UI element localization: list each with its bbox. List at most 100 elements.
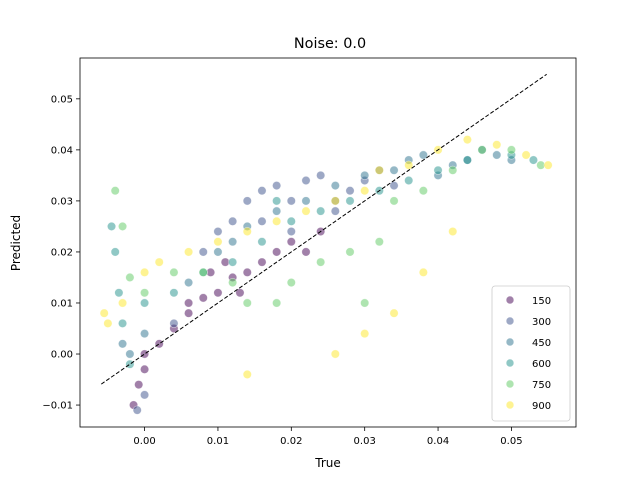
x-tick-label: 0.00 xyxy=(133,436,155,447)
data-point xyxy=(528,155,538,165)
data-point xyxy=(374,237,384,247)
data-point xyxy=(345,247,355,257)
data-point xyxy=(272,216,282,226)
data-point xyxy=(418,186,428,196)
data-point xyxy=(521,150,531,160)
data-point xyxy=(140,298,150,308)
data-point xyxy=(286,216,296,226)
data-point xyxy=(118,318,128,328)
y-tick-label: 0.01 xyxy=(51,298,73,309)
data-point xyxy=(184,247,194,257)
data-point xyxy=(140,390,150,400)
data-point xyxy=(257,237,267,247)
data-point xyxy=(462,135,472,145)
data-point xyxy=(433,165,443,175)
data-point xyxy=(477,145,487,155)
y-tick-label: 0.02 xyxy=(51,247,73,258)
data-point xyxy=(360,329,370,339)
data-point xyxy=(140,267,150,277)
data-point xyxy=(389,196,399,206)
data-point xyxy=(330,196,340,206)
data-point xyxy=(213,227,223,237)
data-point xyxy=(198,267,208,277)
data-point xyxy=(242,267,252,277)
data-point xyxy=(404,175,414,185)
data-point xyxy=(389,181,399,191)
legend-marker xyxy=(505,295,515,305)
data-point xyxy=(169,318,179,328)
y-tick-label: 0.00 xyxy=(51,350,73,361)
data-point xyxy=(103,318,113,328)
data-point xyxy=(374,165,384,175)
data-point xyxy=(140,288,150,298)
data-point xyxy=(448,227,458,237)
data-point xyxy=(272,196,282,206)
data-point xyxy=(118,298,128,308)
data-point xyxy=(301,196,311,206)
reference-line-layer xyxy=(100,73,547,385)
legend-item-150: 150 xyxy=(505,295,551,307)
data-point xyxy=(169,288,179,298)
data-point xyxy=(184,278,194,288)
data-point xyxy=(257,257,267,267)
identity-reference-line xyxy=(100,73,547,385)
data-point xyxy=(125,359,135,369)
data-point xyxy=(543,160,553,170)
data-point xyxy=(257,186,267,196)
plot-area-frame xyxy=(79,57,577,428)
legend-marker xyxy=(505,400,515,410)
legend-item-450: 450 xyxy=(505,337,551,349)
data-point xyxy=(389,308,399,318)
data-point xyxy=(360,170,370,180)
data-point xyxy=(213,237,223,247)
y-tick-label: 0.04 xyxy=(51,145,73,156)
x-tick-label: 0.03 xyxy=(354,436,376,447)
series-450 xyxy=(118,145,516,359)
x-tick-label: 0.01 xyxy=(207,436,229,447)
data-point xyxy=(125,349,135,359)
legend-marker xyxy=(505,337,515,347)
data-point xyxy=(140,364,150,374)
data-point xyxy=(198,293,208,303)
data-point xyxy=(492,140,502,150)
data-point xyxy=(184,298,194,308)
data-point xyxy=(198,247,208,257)
data-point xyxy=(272,181,282,191)
data-point xyxy=(286,227,296,237)
data-point xyxy=(228,278,238,288)
data-point xyxy=(134,380,144,390)
data-point xyxy=(110,186,120,196)
data-point xyxy=(272,247,282,257)
y-tick-label: −0.01 xyxy=(42,401,73,412)
data-point xyxy=(213,288,223,298)
points-layer xyxy=(99,135,553,415)
legend-item-900: 900 xyxy=(505,400,551,412)
data-point xyxy=(125,272,135,282)
data-point xyxy=(316,257,326,267)
data-point xyxy=(301,206,311,216)
legend-label: 900 xyxy=(532,401,551,412)
data-point xyxy=(184,308,194,318)
data-point xyxy=(140,329,150,339)
data-point xyxy=(462,155,472,165)
legend-item-750: 750 xyxy=(505,379,551,391)
legend-label: 300 xyxy=(532,317,551,328)
data-point xyxy=(330,181,340,191)
data-point xyxy=(110,247,120,257)
data-point xyxy=(257,216,267,226)
data-point xyxy=(448,165,458,175)
data-point xyxy=(235,288,245,298)
legend-marker xyxy=(505,316,515,326)
data-point xyxy=(114,288,124,298)
x-axis-label: True xyxy=(314,456,341,470)
y-axis-ticks: −0.01 0.00 0.01 0.02 0.03 0.04 0.05 xyxy=(42,94,80,412)
data-point xyxy=(154,257,164,267)
data-point xyxy=(418,267,428,277)
legend-marker xyxy=(505,379,515,389)
data-point xyxy=(154,339,164,349)
legend-marker xyxy=(505,358,515,368)
data-point xyxy=(506,145,516,155)
data-point xyxy=(404,160,414,170)
legend-item-600: 600 xyxy=(505,358,551,370)
